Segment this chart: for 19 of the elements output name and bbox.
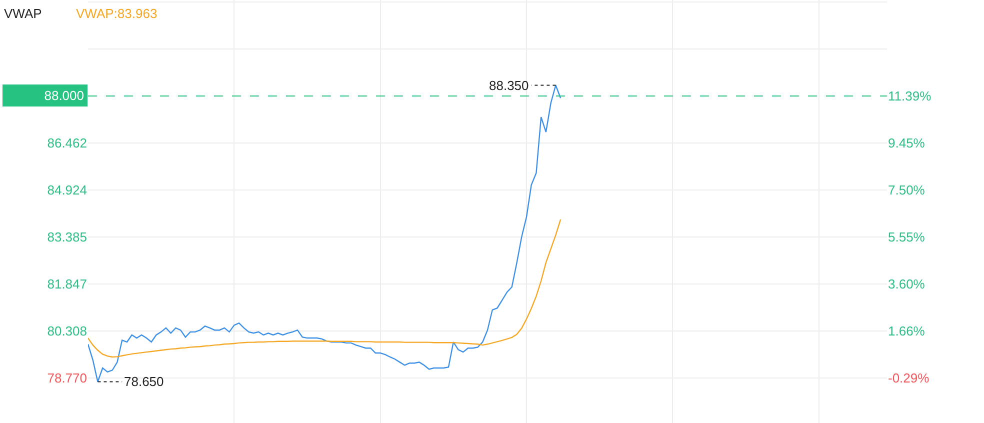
y-tick-label: 78.770 bbox=[47, 370, 87, 386]
y-tick-label: 83.385 bbox=[47, 230, 87, 245]
annotation: VWAP:83.963 bbox=[76, 6, 158, 21]
y2-tick-label: 7.50% bbox=[888, 182, 926, 198]
y-tick-label: 86.462 bbox=[47, 136, 87, 151]
y-tick-label: 81.847 bbox=[47, 276, 87, 292]
y2-tick-label: -0.29% bbox=[888, 370, 930, 386]
ref-line-label: 88.000 bbox=[44, 88, 84, 103]
y2-tick-label: 1.66% bbox=[888, 324, 926, 339]
y-tick-label: 80.308 bbox=[47, 324, 87, 339]
y-tick-label: 84.924 bbox=[47, 182, 87, 198]
annotation: 88.350 bbox=[489, 78, 529, 93]
line-series bbox=[88, 218, 562, 358]
y2-tick-label: 5.55% bbox=[888, 230, 926, 245]
y2-tick-label: 11.39% bbox=[888, 88, 932, 104]
text: VWAP bbox=[4, 6, 42, 21]
y2-tick-label: 3.60% bbox=[888, 276, 926, 292]
y2-tick-label: 9.45% bbox=[888, 135, 926, 150]
annotation: 78.650 bbox=[124, 374, 164, 389]
